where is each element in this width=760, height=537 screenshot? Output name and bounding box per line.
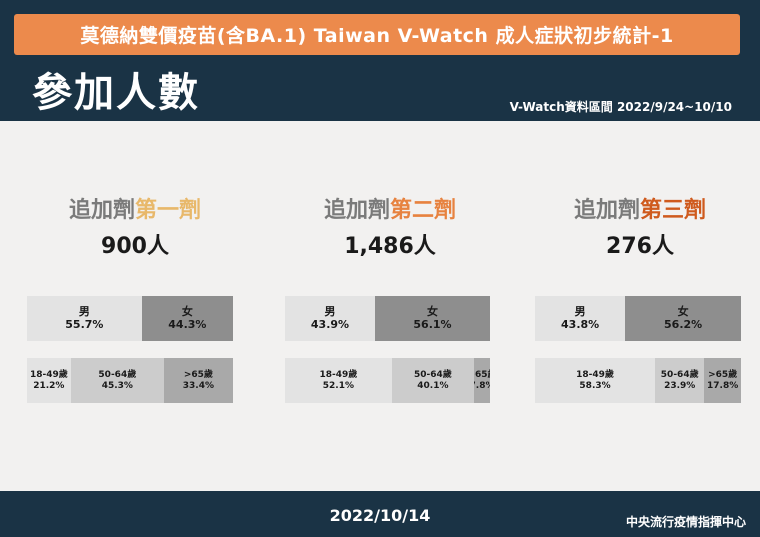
dose-1-age-50-64-segment: 50-64歲 45.3% xyxy=(70,358,164,403)
age-label: 18-49歲 xyxy=(29,370,68,381)
dose-3-age-18-49-segment: 18-49歲 58.3% xyxy=(535,358,656,403)
footer-bar: 2022/10/14 中央流行疫情指揮中心 xyxy=(0,491,760,537)
dose-1-female-segment: 女 44.3% xyxy=(141,296,233,341)
section-title: 參加人數 xyxy=(32,70,200,116)
dose-3-female-segment: 女 56.2% xyxy=(625,296,741,341)
age-label: 50-64歲 xyxy=(414,370,452,381)
dose-2-age-bar: 18-49歲 52.1% 50-64歲 40.1% >65歲 7.8% xyxy=(285,358,490,403)
dose-3-age-65-plus-segment: >65歲 17.8% xyxy=(704,358,741,403)
dose-2-prefix: 追加劑 xyxy=(323,198,390,223)
age-value: 33.4% xyxy=(182,380,214,391)
dose-1-count: 900人 xyxy=(101,234,169,259)
dose-3-heading: 追加劑第三劑 xyxy=(520,192,760,224)
female-label: 女 xyxy=(181,304,193,318)
age-label: 50-64歲 xyxy=(98,370,137,381)
female-label: 女 xyxy=(426,304,438,318)
age-value: 23.9% xyxy=(664,380,696,391)
male-label: 男 xyxy=(324,304,336,318)
male-label: 男 xyxy=(574,304,586,318)
dose-3-label: 第三劑 xyxy=(640,198,707,223)
dose-3-gender-bar: 男 43.8% 女 56.2% xyxy=(535,296,741,341)
age-value: 7.8% xyxy=(474,380,490,391)
female-value: 56.1% xyxy=(413,317,452,331)
dose-2-age-50-64-segment: 50-64歲 40.1% xyxy=(391,358,474,403)
age-label: >65歲 xyxy=(708,370,738,381)
male-label: 男 xyxy=(78,304,90,318)
male-value: 43.9% xyxy=(310,317,350,331)
age-value: 40.1% xyxy=(417,380,449,391)
title-box: 莫德納雙價疫苗(含BA.1) Taiwan V-Watch 成人症狀初步統計-1 xyxy=(14,14,740,55)
dose-2-age-18-49-segment: 18-49歲 52.1% xyxy=(285,358,392,403)
age-label: 18-49歲 xyxy=(576,370,614,381)
dose-2-male-segment: 男 43.9% xyxy=(285,296,375,341)
dose-2-female-segment: 女 56.1% xyxy=(374,296,490,341)
dose-3-prefix: 追加劑 xyxy=(573,198,640,223)
dose-3-age-bar: 18-49歲 58.3% 50-64歲 23.9% >65歲 17.8% xyxy=(535,358,741,403)
dose-2-label: 第二劑 xyxy=(390,198,457,223)
footer-date: 2022/10/14 xyxy=(329,506,431,525)
female-value: 44.3% xyxy=(168,317,207,331)
slide-title: 莫德納雙價疫苗(含BA.1) Taiwan V-Watch 成人症狀初步統計-1 xyxy=(80,25,674,47)
dose-1-gender-bar: 男 55.7% 女 44.3% xyxy=(27,296,233,341)
dose-2-gender-bar: 男 43.9% 女 56.1% xyxy=(285,296,490,341)
dose-1-prefix: 追加劑 xyxy=(68,198,135,223)
dose-1-male-segment: 男 55.7% xyxy=(27,296,142,341)
dose-1-age-65-plus-segment: >65歲 33.4% xyxy=(163,358,233,403)
dose-3-count: 276人 xyxy=(606,234,674,259)
dose-1-age-bar: 18-49歲 21.2% 50-64歲 45.3% >65歲 33.4% xyxy=(27,358,233,403)
dose-2-count: 1,486人 xyxy=(344,234,436,259)
age-value: 52.1% xyxy=(322,380,355,391)
footer-org: 中央流行疫情指揮中心 xyxy=(625,515,746,529)
age-value: 58.3% xyxy=(579,380,611,391)
header-banner: 莫德納雙價疫苗(含BA.1) Taiwan V-Watch 成人症狀初步統計-1… xyxy=(0,0,760,121)
dose-1-label: 第一劑 xyxy=(135,198,202,223)
dose-3-male-segment: 男 43.8% xyxy=(535,296,626,341)
date-range: V-Watch資料區間 2022/9/24~10/10 xyxy=(509,100,732,114)
age-label: 18-49歲 xyxy=(319,370,358,381)
age-label: >65歲 xyxy=(474,370,490,381)
female-label: 女 xyxy=(677,304,689,318)
male-value: 55.7% xyxy=(65,317,104,331)
dose-3-age-50-64-segment: 50-64歲 23.9% xyxy=(655,358,705,403)
age-value: 21.2% xyxy=(33,380,65,391)
dose-2-heading: 追加劑第二劑 xyxy=(270,192,510,224)
dose-1-age-18-49-segment: 18-49歲 21.2% xyxy=(27,358,71,403)
age-value: 45.3% xyxy=(101,380,133,391)
age-value: 17.8% xyxy=(707,380,739,391)
age-label: >65歲 xyxy=(183,370,213,381)
age-label: 50-64歲 xyxy=(660,370,699,381)
dose-2-age-65-plus-segment: >65歲 7.8% xyxy=(474,358,490,403)
male-value: 43.8% xyxy=(561,317,600,331)
dose-1-heading: 追加劑第一劑 xyxy=(15,192,255,224)
female-value: 56.2% xyxy=(664,317,703,331)
